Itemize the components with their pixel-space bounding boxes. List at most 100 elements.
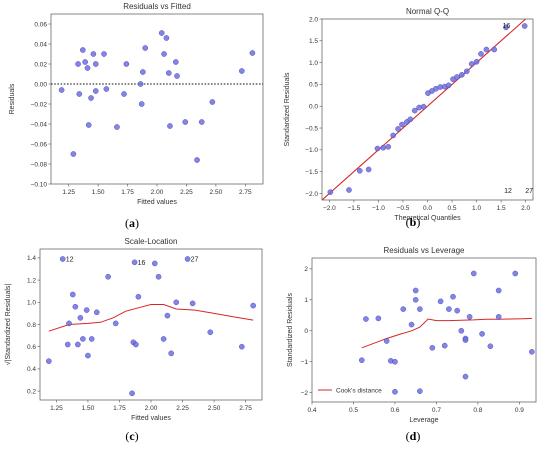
y-tick-label: 1.0 <box>27 300 36 307</box>
data-point <box>454 74 460 80</box>
x-axis-label: Theoretical Quantiles <box>394 215 461 222</box>
data-point <box>121 91 127 97</box>
x-tick-label: −2.0 <box>323 205 336 212</box>
y-tick-label: 0.8 <box>27 322 36 329</box>
data-point <box>92 61 99 67</box>
data-point <box>454 307 460 314</box>
x-tick-label: 0.4 <box>307 407 316 414</box>
data-point <box>399 121 405 128</box>
data-point <box>84 65 91 71</box>
data-point <box>112 320 119 327</box>
data-point <box>173 299 180 306</box>
data-point <box>85 122 92 128</box>
data-point <box>239 343 245 350</box>
x-axis-label: Fitted values <box>137 199 177 206</box>
y-tick-label: 1.0 <box>309 60 318 67</box>
x-tick-label: −1.0 <box>372 205 385 212</box>
plot-frame <box>311 257 537 403</box>
data-point <box>46 358 52 364</box>
data-point <box>400 306 407 312</box>
data-point <box>80 47 86 53</box>
data-point <box>82 59 88 65</box>
data-point <box>437 298 444 305</box>
data-point <box>462 337 469 343</box>
x-tick-label: 0.9 <box>515 407 524 414</box>
y-axis-label: Standardized Residuals <box>287 293 294 367</box>
data-point <box>105 273 111 280</box>
data-point <box>462 373 469 380</box>
point-annotation: 12 <box>66 256 74 263</box>
x-tick-label: 1.50 <box>82 405 95 412</box>
data-point <box>470 270 477 277</box>
y-tick-label: −0.5 <box>305 125 318 132</box>
x-tick-label: −0.5 <box>397 205 410 212</box>
x-tick-label: 2.75 <box>239 189 252 196</box>
data-point <box>479 331 485 337</box>
data-point <box>408 321 415 328</box>
data-point <box>446 306 452 312</box>
data-point <box>189 300 196 307</box>
data-point <box>407 116 414 123</box>
data-point <box>483 46 490 53</box>
data-point <box>137 81 144 87</box>
y-tick-label: −2 <box>301 390 309 397</box>
data-point <box>167 123 173 129</box>
x-tick-label: 2.25 <box>176 405 189 412</box>
x-tick-label: 0.6 <box>390 407 399 414</box>
data-point <box>390 132 396 139</box>
data-point <box>521 23 528 29</box>
data-point <box>473 58 480 65</box>
x-axis-label: Fitted values <box>131 415 171 422</box>
y-tick-label: −0.08 <box>31 161 48 168</box>
data-point <box>194 157 200 163</box>
data-point <box>184 256 191 262</box>
y-axis-label: Residuals <box>9 83 16 114</box>
data-point <box>411 107 418 114</box>
y-tick-label: 0.04 <box>34 41 47 48</box>
data-point <box>459 72 465 78</box>
data-point <box>72 303 79 310</box>
x-tick-label: 0.0 <box>423 205 432 212</box>
y-tick-label: 0.06 <box>34 21 47 28</box>
x-tick-label: 0.5 <box>448 205 457 212</box>
y-axis-label: Standardized Residuals <box>284 72 291 146</box>
lowess-smoother-line <box>361 317 532 349</box>
data-point <box>123 61 130 67</box>
data-point <box>69 291 76 298</box>
y-tick-label: 0.2 <box>27 388 36 395</box>
data-point <box>131 259 138 266</box>
qq-reference-line <box>322 19 527 200</box>
data-point <box>478 51 484 57</box>
data-point <box>151 260 158 267</box>
data-point <box>168 350 174 357</box>
data-point <box>392 358 398 365</box>
data-point <box>163 35 170 41</box>
data-point <box>503 24 509 31</box>
x-tick-label: 2.50 <box>210 189 223 196</box>
data-point <box>133 341 139 348</box>
y-tick-label: 0.02 <box>34 61 47 68</box>
y-tick-label: 2 <box>304 266 308 273</box>
data-point <box>385 143 392 150</box>
x-tick-label: 0.7 <box>432 407 441 414</box>
data-point <box>75 61 81 67</box>
plot-frame <box>321 18 534 201</box>
x-tick-label: 1.75 <box>121 189 134 196</box>
data-point <box>173 59 179 65</box>
data-point <box>164 312 171 319</box>
data-point <box>346 187 352 193</box>
y-axis-label: √|Standardized Residuals| <box>4 284 12 366</box>
chart-title: Scale-Location <box>125 237 178 246</box>
panel-caption: (b) <box>406 215 421 229</box>
data-point <box>495 287 502 294</box>
plot-marks <box>51 30 263 163</box>
data-point <box>64 341 71 348</box>
data-point <box>66 320 72 327</box>
data-point <box>83 307 90 313</box>
data-point <box>135 293 142 300</box>
data-point <box>363 316 369 322</box>
data-point <box>76 91 83 97</box>
data-point <box>392 388 398 395</box>
y-tick-label: 0.00 <box>34 81 47 88</box>
